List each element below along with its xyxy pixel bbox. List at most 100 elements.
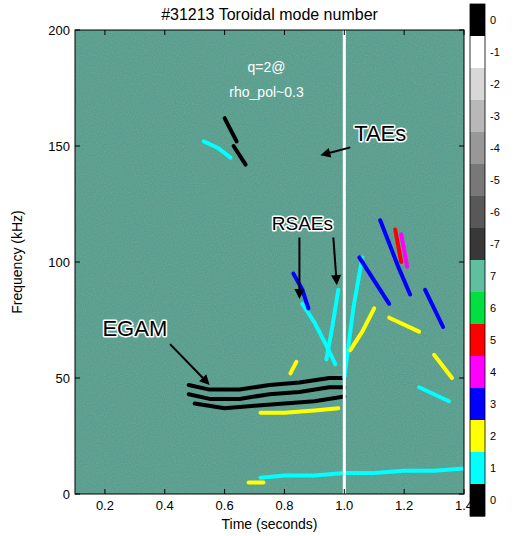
colorbar-segment bbox=[470, 68, 485, 101]
colorbar-label: 1 bbox=[490, 462, 496, 474]
mode-trace bbox=[401, 234, 407, 266]
plot-noise bbox=[75, 30, 464, 494]
annotation: q=2@ bbox=[248, 59, 286, 75]
mode-trace bbox=[225, 118, 237, 141]
colorbar-label: 4 bbox=[490, 366, 496, 378]
mode-trace bbox=[434, 355, 452, 378]
plot-background bbox=[75, 30, 464, 494]
mode-trace bbox=[359, 257, 389, 303]
y-tick bbox=[75, 262, 80, 263]
annotation-arrowhead bbox=[320, 148, 331, 158]
colorbar-label: -7 bbox=[490, 238, 500, 250]
x-tick bbox=[164, 489, 165, 494]
x-tick bbox=[344, 30, 345, 35]
x-tick bbox=[164, 30, 165, 35]
y-tick-label: 100 bbox=[48, 255, 70, 270]
mode-trace bbox=[344, 257, 362, 378]
x-tick bbox=[464, 30, 465, 35]
colorbar-label: 2 bbox=[490, 430, 496, 442]
y-tick-label: 0 bbox=[63, 487, 70, 502]
colorbar-segment bbox=[470, 100, 485, 133]
y-tick bbox=[75, 146, 80, 147]
colorbar-segment bbox=[470, 420, 485, 453]
annotation: EGAM bbox=[102, 316, 167, 341]
x-tick bbox=[404, 30, 405, 35]
y-tick bbox=[75, 30, 80, 31]
mode-trace bbox=[195, 397, 345, 409]
plot-marks bbox=[189, 30, 464, 494]
separator-line bbox=[343, 30, 346, 494]
plot-frame bbox=[75, 30, 464, 494]
y-tick-label: 200 bbox=[48, 23, 70, 38]
mode-trace bbox=[249, 480, 264, 484]
x-tick bbox=[284, 489, 285, 494]
title: #31213 Toroidal mode number bbox=[161, 6, 378, 23]
annotation: RSAEs bbox=[272, 213, 333, 234]
colorbar-label: -6 bbox=[490, 206, 500, 218]
y-tick bbox=[75, 378, 80, 379]
colorbar-segment bbox=[470, 388, 485, 421]
colorbar-segment bbox=[470, 260, 485, 293]
mode-trace bbox=[419, 387, 449, 401]
y-axis-label: Frequency (kHz) bbox=[9, 210, 25, 313]
colorbar-label: 0 bbox=[490, 14, 496, 26]
y-tick bbox=[459, 30, 464, 31]
mode-trace bbox=[234, 146, 246, 165]
x-tick bbox=[404, 489, 405, 494]
mode-trace bbox=[261, 408, 339, 413]
x-tick bbox=[344, 489, 345, 494]
colorbar-segment bbox=[470, 132, 485, 165]
colorbar-label: 6 bbox=[490, 302, 496, 314]
x-tick-label: 0.4 bbox=[156, 498, 174, 513]
annotation: TAEs bbox=[354, 121, 406, 146]
y-tick bbox=[459, 146, 464, 147]
x-tick bbox=[224, 30, 225, 35]
x-tick-label: 1.0 bbox=[335, 498, 353, 513]
colorbar-frame bbox=[470, 4, 485, 516]
y-tick bbox=[459, 378, 464, 379]
mode-trace bbox=[380, 220, 410, 294]
colorbar-label: -3 bbox=[490, 110, 500, 122]
x-tick bbox=[284, 30, 285, 35]
mode-trace bbox=[290, 362, 296, 374]
colorbar-segment bbox=[470, 196, 485, 229]
annotation-arrowhead bbox=[331, 275, 341, 285]
mode-trace bbox=[293, 274, 308, 309]
y-tick bbox=[459, 262, 464, 263]
x-tick bbox=[104, 30, 105, 35]
colorbar-segment bbox=[470, 324, 485, 357]
x-tick bbox=[224, 489, 225, 494]
annotation-arrow bbox=[298, 238, 300, 290]
colorbar-label: -2 bbox=[490, 78, 500, 90]
colorbar-segment bbox=[470, 36, 485, 69]
y-tick bbox=[459, 494, 464, 495]
colorbar-label: -4 bbox=[490, 142, 500, 154]
x-tick-label: 1.2 bbox=[395, 498, 413, 513]
annotation-arrowhead bbox=[294, 289, 304, 299]
colorbar-label: -5 bbox=[490, 174, 500, 186]
annotation-arrow bbox=[170, 344, 203, 378]
mode-trace bbox=[389, 318, 419, 332]
colorbar-label: 0 bbox=[490, 494, 496, 506]
mode-trace bbox=[425, 290, 443, 327]
annotation-arrow bbox=[333, 238, 336, 276]
annotation-arrow bbox=[330, 147, 350, 152]
colorbar-segment bbox=[470, 356, 485, 389]
x-tick-label: 0.6 bbox=[216, 498, 234, 513]
x-tick-label: 0.8 bbox=[275, 498, 293, 513]
colorbar-label: -1 bbox=[490, 46, 500, 58]
chart: #31213 Toroidal mode number0501001502000… bbox=[0, 0, 520, 536]
y-tick bbox=[75, 494, 80, 495]
colorbar-label: 5 bbox=[490, 334, 496, 346]
colorbar-segment bbox=[470, 164, 485, 197]
y-tick-label: 50 bbox=[56, 371, 70, 386]
colorbar-segment bbox=[470, 228, 485, 261]
colorbar-label: 7 bbox=[490, 270, 496, 282]
x-tick-label: 0.2 bbox=[96, 498, 114, 513]
colorbar-segment bbox=[470, 292, 485, 325]
mode-trace bbox=[261, 469, 465, 478]
x-axis-label: Time (seconds) bbox=[222, 516, 318, 532]
mode-trace bbox=[189, 387, 345, 399]
colorbar-label: 3 bbox=[490, 398, 496, 410]
x-tick bbox=[104, 489, 105, 494]
